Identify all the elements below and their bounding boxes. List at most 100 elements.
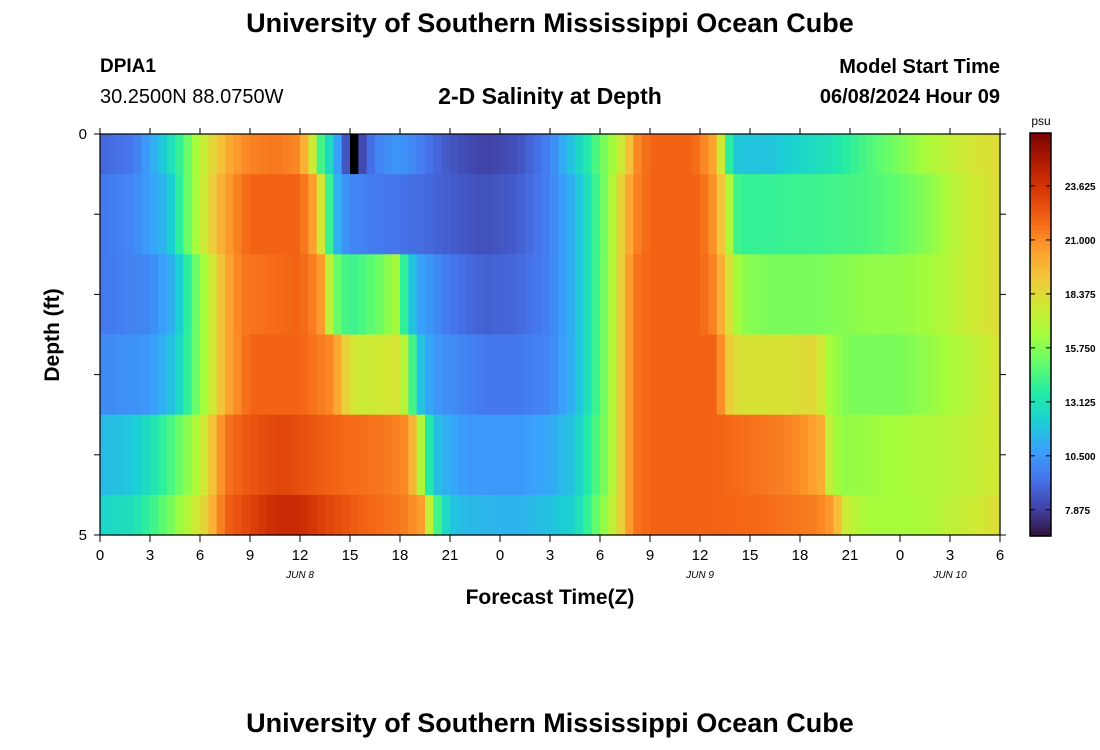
heatmap-cell: [733, 254, 743, 336]
heatmap-cell: [541, 414, 551, 496]
colorbar-segment: [1030, 423, 1051, 428]
colorbar-segment: [1030, 225, 1051, 231]
x-tick-label: 3: [546, 547, 554, 564]
colorbar-segment: [1030, 431, 1051, 436]
heatmap-cell: [233, 494, 243, 536]
heatmap-cell: [916, 134, 926, 175]
heatmap-cells: [100, 134, 1001, 536]
heatmap-cell: [950, 174, 959, 255]
date-label: JUN 8: [285, 570, 314, 581]
heatmap-cell: [650, 174, 659, 255]
x-tick-label: 0: [96, 547, 104, 564]
heatmap-cell: [808, 414, 818, 496]
colorbar-segment: [1030, 241, 1051, 247]
heatmap-cell: [325, 254, 334, 336]
page-title: University of Southern Mississippi Ocean…: [246, 8, 854, 38]
heatmap-cell: [866, 494, 876, 536]
heatmap-cell: [525, 254, 534, 336]
heatmap-cell: [858, 254, 868, 336]
heatmap-cell: [491, 134, 501, 175]
colorbar-segment: [1030, 145, 1051, 150]
colorbar-segment: [1030, 487, 1051, 493]
heatmap-cell: [958, 174, 968, 255]
heatmap-cell: [183, 414, 193, 496]
heatmap-cell: [783, 254, 793, 336]
heatmap-cell: [758, 174, 768, 255]
x-tick-label: 15: [342, 547, 359, 564]
x-tick-label: 21: [842, 547, 859, 564]
heatmap-cell: [300, 174, 309, 255]
colorbar-tick-label: 15.750: [1065, 344, 1096, 355]
heatmap-cell: [616, 414, 626, 496]
heatmap-cell: [641, 254, 651, 336]
heatmap-cell: [358, 134, 368, 175]
colorbar-segment: [1030, 290, 1051, 295]
heatmap-cell: [683, 174, 693, 255]
colorbar-segment: [1030, 318, 1051, 324]
heatmap-cell: [133, 134, 143, 175]
colorbar: psu 7.875 10.500 13.125 15.750 18.375 21.000 2…: [1029, 114, 1096, 537]
heatmap-cell: [333, 494, 343, 536]
heatmap-cell: [533, 134, 543, 175]
heatmap-cell: [400, 174, 409, 255]
heatmap-cell: [883, 494, 893, 536]
colorbar-segment: [1030, 370, 1051, 376]
heatmap-cell: [416, 174, 426, 255]
heatmap-cell: [433, 414, 443, 496]
heatmap-cell: [825, 174, 834, 255]
heatmap-cell: [125, 414, 134, 496]
heatmap-cell: [933, 334, 943, 416]
heatmap-cell: [366, 414, 376, 496]
colorbar-segment: [1030, 294, 1051, 299]
heatmap-cell: [933, 174, 943, 255]
heatmap-cell: [458, 494, 468, 536]
heatmap-cell: [575, 414, 584, 496]
heatmap-cell: [475, 134, 484, 175]
date-label: JUN 10: [932, 570, 967, 581]
heatmap-cell: [816, 254, 826, 336]
date-label: JUN 9: [685, 570, 714, 581]
heatmap-cell: [716, 414, 726, 496]
colorbar-segment: [1030, 527, 1051, 533]
heatmap-cell: [308, 174, 318, 255]
heatmap-cell: [841, 494, 851, 536]
heatmap-cell: [275, 254, 284, 336]
colorbar-segment: [1030, 213, 1051, 219]
heatmap-cell: [275, 494, 284, 536]
heatmap-cell: [566, 254, 576, 336]
heatmap-cell: [308, 334, 318, 416]
heatmap-cell: [100, 174, 109, 255]
heatmap-cell: [300, 494, 309, 536]
heatmap-cell: [616, 334, 626, 416]
heatmap-cell: [658, 494, 668, 536]
colorbar-segment: [1030, 503, 1051, 509]
heatmap-cell: [700, 334, 709, 416]
heatmap-cell: [850, 254, 859, 336]
heatmap-cell: [816, 334, 826, 416]
heatmap-cell: [450, 134, 459, 175]
colorbar-segment: [1030, 382, 1051, 388]
heatmap-cell: [258, 414, 268, 496]
heatmap-cell: [658, 414, 668, 496]
heatmap-cell: [133, 494, 143, 536]
heatmap-cell: [108, 174, 118, 255]
heatmap-cell: [175, 174, 184, 255]
colorbar-segment: [1030, 278, 1051, 283]
y-axis-label: Depth (ft): [41, 288, 64, 381]
heatmap-cell: [691, 254, 701, 336]
heatmap-cell: [191, 414, 201, 496]
heatmap-cell: [275, 174, 284, 255]
heatmap-cell: [691, 334, 701, 416]
heatmap-cell: [433, 254, 443, 336]
heatmap-cell: [725, 414, 734, 496]
x-axis-ticks: 0 3 6 9 12 15 18 21 0 3 6 9 12 15 18 21 0 3 6: [96, 128, 1004, 564]
heatmap-cell: [116, 494, 126, 536]
heatmap-cell: [291, 254, 301, 336]
heatmap-cell: [250, 494, 259, 536]
heatmap-cell: [108, 254, 118, 336]
heatmap-cell: [216, 494, 226, 536]
heatmap-cell: [450, 414, 459, 496]
colorbar-segment: [1030, 398, 1051, 404]
heatmap-cell: [233, 174, 243, 255]
colorbar-segment: [1030, 149, 1051, 154]
